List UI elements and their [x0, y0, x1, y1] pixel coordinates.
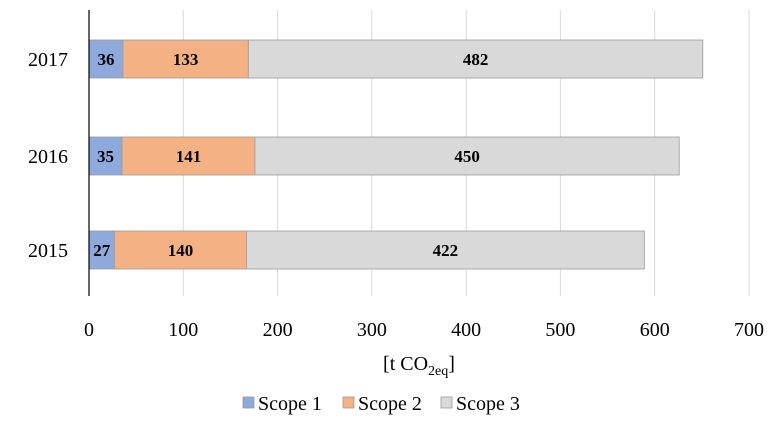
labels: 0 100 200 300 400 500 600 700 36 133 482 2017 35 141 4…: [28, 49, 764, 379]
data-label-2015-scope3: 422: [433, 241, 459, 260]
category-label-2015: 2015: [28, 240, 68, 262]
data-label-2016-scope2: 141: [176, 147, 202, 166]
category-label-2016: 2016: [28, 146, 68, 168]
category-label-2017: 2017: [28, 49, 68, 71]
data-label-2016-scope3: 450: [454, 147, 480, 166]
bar-2017-scope3: [247, 39, 704, 79]
x-tick-label-700: 700: [734, 319, 764, 341]
legend-label-scope3: Scope 3: [456, 393, 520, 415]
legend-swatch-scope2: [342, 396, 355, 409]
x-tick-label-0: 0: [84, 319, 94, 341]
legend-label-scope1: Scope 1: [258, 393, 322, 415]
legend-swatch-scope3: [440, 396, 453, 409]
legend: Scope 1 Scope 2 Scope 3: [242, 393, 520, 415]
x-axis-title-subscript: 2eq: [428, 364, 448, 379]
x-axis-title-main: [t CO: [383, 353, 428, 375]
data-label-2015-scope1: 27: [93, 241, 111, 260]
bar-2016-scope3: [254, 136, 680, 176]
x-tick-label-500: 500: [545, 319, 575, 341]
data-label-2017-scope3: 482: [463, 50, 489, 69]
x-tick-label-300: 300: [357, 319, 387, 341]
bar-2017-scope2: [122, 39, 249, 79]
data-label-2015-scope2: 140: [168, 241, 194, 260]
x-tick-label-200: 200: [263, 319, 293, 341]
data-label-2017-scope2: 133: [173, 50, 199, 69]
legend-label-scope2: Scope 2: [358, 393, 422, 415]
bar-2015-scope3: [246, 230, 645, 270]
legend-swatch-scope1: [242, 396, 255, 409]
x-axis-title-tail: ]: [448, 353, 455, 375]
x-axis-title: [t CO2eq]: [383, 353, 455, 379]
bars: [88, 39, 704, 270]
bar-2016-scope2: [121, 136, 256, 176]
x-tick-label-600: 600: [640, 319, 670, 341]
data-label-2016-scope1: 35: [97, 147, 114, 166]
x-tick-label-100: 100: [168, 319, 198, 341]
x-tick-label-400: 400: [451, 319, 481, 341]
data-label-2017-scope1: 36: [97, 50, 114, 69]
